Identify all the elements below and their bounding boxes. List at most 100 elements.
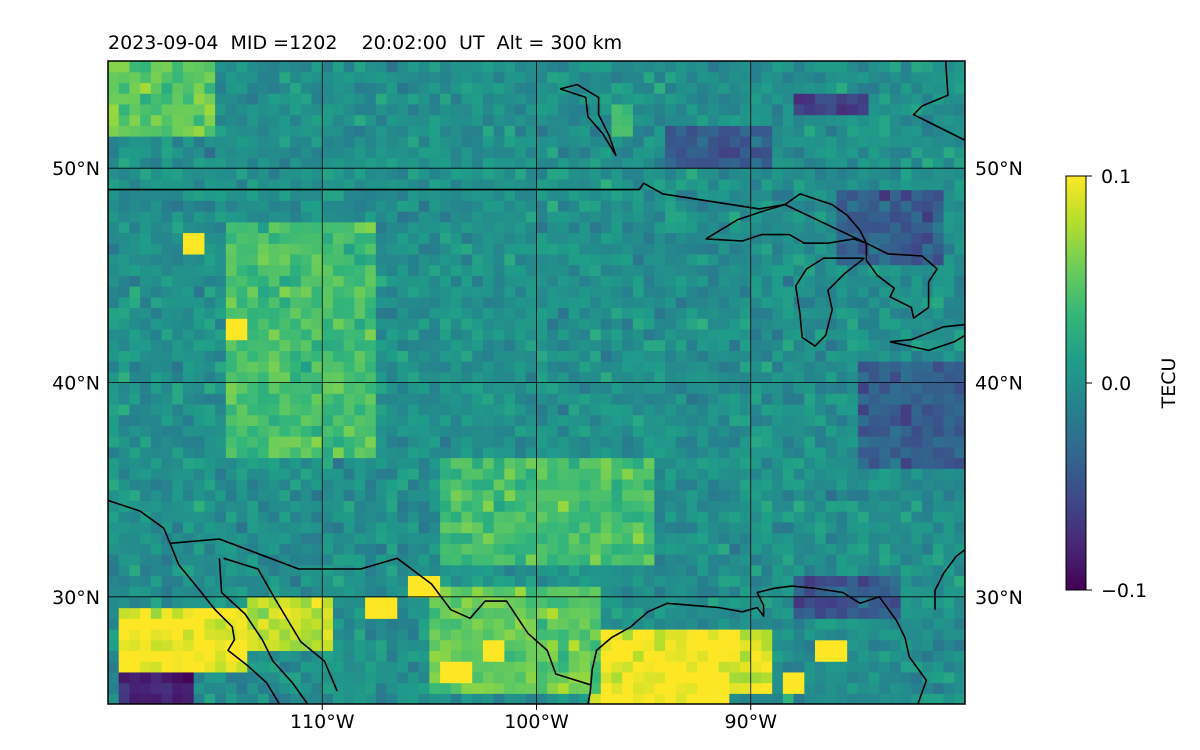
heatmap-cell bbox=[418, 93, 430, 105]
heatmap-cell bbox=[268, 650, 280, 662]
heatmap-cell bbox=[450, 607, 463, 619]
heatmap-cell bbox=[654, 446, 666, 459]
heatmap-cell bbox=[772, 318, 784, 330]
heatmap-cell bbox=[568, 82, 580, 94]
heatmap-cell bbox=[707, 264, 720, 276]
heatmap-cell bbox=[740, 382, 752, 394]
heatmap-cell bbox=[375, 221, 388, 234]
heatmap-cell bbox=[429, 146, 441, 159]
heatmap-cell bbox=[632, 178, 645, 191]
heatmap-cell bbox=[857, 446, 870, 459]
heatmap-cell bbox=[740, 243, 752, 255]
heatmap-cell bbox=[150, 221, 163, 234]
heatmap-cell bbox=[643, 286, 655, 298]
heatmap-cell bbox=[440, 628, 452, 641]
heatmap-cell bbox=[547, 189, 559, 201]
heatmap-cell bbox=[268, 543, 280, 555]
heatmap-cell bbox=[536, 200, 548, 212]
heatmap-cell bbox=[322, 586, 334, 598]
heatmap-cell bbox=[686, 414, 698, 426]
heatmap-cell bbox=[332, 596, 345, 609]
heatmap-cell bbox=[279, 575, 291, 587]
heatmap-cell bbox=[632, 61, 645, 73]
heatmap-cell bbox=[332, 382, 345, 394]
heatmap-cell bbox=[504, 468, 516, 480]
heatmap-cell bbox=[922, 221, 934, 234]
heatmap-cell bbox=[611, 553, 623, 566]
heatmap-cell bbox=[857, 189, 870, 201]
heatmap-cell bbox=[557, 468, 570, 480]
heatmap-cell bbox=[697, 693, 709, 704]
heatmap-cell bbox=[493, 532, 505, 544]
heatmap-cell bbox=[268, 446, 280, 459]
heatmap-cell bbox=[707, 543, 720, 555]
heatmap-cell bbox=[643, 628, 655, 641]
heatmap-cell bbox=[375, 189, 388, 201]
heatmap-cell bbox=[750, 189, 763, 201]
heatmap-cell bbox=[129, 82, 141, 94]
heatmap-cell bbox=[557, 607, 570, 619]
heatmap-cell bbox=[225, 232, 238, 244]
heatmap-cell bbox=[643, 114, 655, 126]
heatmap-cell bbox=[129, 286, 141, 298]
heatmap-cell bbox=[632, 436, 645, 448]
heatmap-cell bbox=[557, 628, 570, 641]
heatmap-cell bbox=[611, 371, 623, 384]
heatmap-cell bbox=[890, 82, 902, 94]
heatmap-cell bbox=[740, 168, 752, 180]
heatmap-cell bbox=[836, 221, 848, 234]
heatmap-cell bbox=[643, 500, 655, 512]
heatmap-cell bbox=[129, 564, 141, 576]
heatmap-cell bbox=[193, 478, 206, 491]
heatmap-cell bbox=[225, 586, 238, 598]
heatmap-cell bbox=[761, 650, 773, 662]
heatmap-cell bbox=[215, 243, 227, 255]
heatmap-cell bbox=[354, 296, 366, 309]
heatmap-cell bbox=[161, 564, 173, 576]
heatmap-cell bbox=[525, 446, 538, 459]
heatmap-cell bbox=[804, 693, 816, 704]
heatmap-cell bbox=[440, 318, 452, 330]
heatmap-cell bbox=[868, 243, 880, 255]
heatmap-cell bbox=[482, 457, 495, 469]
heatmap-cell bbox=[429, 136, 441, 148]
heatmap-cell bbox=[247, 586, 259, 598]
heatmap-cell bbox=[740, 328, 752, 341]
heatmap-cell bbox=[204, 103, 216, 116]
heatmap-cell bbox=[365, 618, 377, 630]
heatmap-cell bbox=[847, 393, 859, 405]
heatmap-cell bbox=[804, 243, 816, 255]
heatmap-cell bbox=[718, 575, 730, 587]
heatmap-cell bbox=[290, 543, 302, 555]
heatmap-cell bbox=[407, 650, 420, 662]
heatmap-cell bbox=[654, 671, 666, 684]
heatmap-cell bbox=[686, 168, 698, 180]
heatmap-cell bbox=[761, 586, 773, 598]
heatmap-cell bbox=[536, 446, 548, 459]
heatmap-cell bbox=[718, 125, 730, 137]
heatmap-cell bbox=[354, 543, 366, 555]
heatmap-cell bbox=[300, 221, 313, 234]
heatmap-cell bbox=[782, 446, 795, 459]
heatmap-cell bbox=[129, 693, 141, 704]
heatmap-cell bbox=[450, 157, 463, 169]
heatmap-cell bbox=[611, 403, 623, 416]
heatmap-cell bbox=[493, 328, 505, 341]
heatmap-cell bbox=[932, 71, 945, 84]
heatmap-cell bbox=[804, 361, 816, 373]
heatmap-cell bbox=[879, 564, 891, 576]
heatmap-cell bbox=[836, 114, 848, 126]
heatmap-cell bbox=[257, 682, 270, 694]
heatmap-cell bbox=[568, 264, 580, 276]
heatmap-cell bbox=[504, 661, 516, 673]
heatmap-cell bbox=[793, 339, 805, 351]
heatmap-cell bbox=[836, 607, 848, 619]
heatmap-cell bbox=[793, 93, 805, 105]
heatmap-cell bbox=[311, 393, 323, 405]
heatmap-cell bbox=[857, 425, 870, 437]
heatmap-cell bbox=[847, 553, 859, 566]
heatmap-cell bbox=[547, 221, 559, 234]
heatmap-cell bbox=[279, 532, 291, 544]
heatmap-cell bbox=[729, 607, 741, 619]
heatmap-cell bbox=[493, 211, 505, 223]
